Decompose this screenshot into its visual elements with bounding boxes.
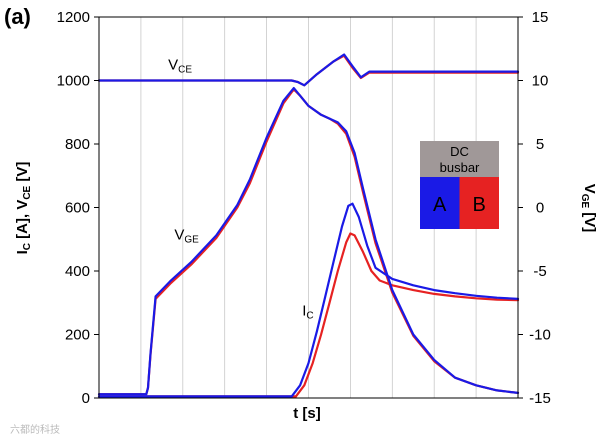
right-tick-label: 0 [536, 200, 544, 217]
legend-swatch-b [459, 177, 499, 229]
right-tick-label: 15 [532, 9, 549, 26]
left-axis-title-end: [V] [14, 162, 31, 186]
right-axis-title-end: [V] [581, 208, 598, 232]
annotation-vge-main: V [174, 226, 184, 243]
right-tick-label: -10 [529, 327, 551, 344]
legend-header [420, 141, 499, 177]
left-axis-title-mid: [A], V [14, 200, 31, 243]
series-vge-a [97, 86, 520, 396]
annotation-ic-sub: C [306, 310, 313, 321]
legend-title-line2: busbar [440, 160, 480, 175]
legend-label-b: B [473, 194, 486, 216]
panel-label: (a) [4, 4, 31, 29]
x-axis-title: t [s] [293, 405, 321, 422]
left-tick-label: 600 [65, 200, 90, 217]
left-tick-label: 200 [65, 327, 90, 344]
right-axis-title-sub: GE [579, 194, 590, 209]
annotation-vge: VGE [174, 226, 199, 245]
legend-title-line1: DC [450, 144, 469, 159]
left-tick-label: 800 [65, 136, 90, 153]
left-axis-ticks: 0 200 400 600 800 1000 1200 [57, 9, 99, 407]
annotation-vce-sub: CE [178, 64, 192, 75]
annotation-ic-main: I [302, 302, 306, 319]
left-tick-label: 1000 [57, 73, 90, 90]
annotation-vce-main: V [168, 56, 178, 73]
legend-dc-busbar: DC busbar A B [420, 141, 499, 229]
right-tick-label: -5 [533, 263, 546, 280]
left-tick-label: 0 [82, 390, 90, 407]
left-tick-label: 1200 [57, 9, 90, 26]
right-tick-label: -15 [529, 390, 551, 407]
legend-label-a: A [433, 194, 447, 216]
right-axis-title-main: V [581, 184, 598, 194]
left-axis-title-sub1: C [22, 243, 33, 250]
series-ic-a [97, 202, 520, 398]
right-tick-label: 10 [532, 73, 549, 90]
right-tick-label: 5 [536, 136, 544, 153]
annotation-vce: VCE [168, 56, 192, 75]
left-axis-title-sub2: CE [22, 185, 33, 199]
right-axis-title: VGE [V] [579, 184, 598, 233]
left-axis-title: IC [A], VCE [V] [14, 162, 33, 255]
watermark: 六都的科技 [10, 423, 60, 436]
series-layer [97, 53, 520, 398]
series-vce-a [97, 53, 520, 87]
annotation-vge-sub: GE [184, 234, 199, 245]
series-ic-b [97, 232, 520, 398]
series-annotations: VCE VGE IC [168, 56, 314, 321]
annotation-ic: IC [302, 302, 313, 321]
left-axis-title-main: I [14, 250, 31, 254]
left-tick-label: 400 [65, 263, 90, 280]
right-axis-ticks: -15 -10 -5 0 5 10 15 [518, 9, 551, 407]
legend-swatch-a [420, 177, 460, 229]
